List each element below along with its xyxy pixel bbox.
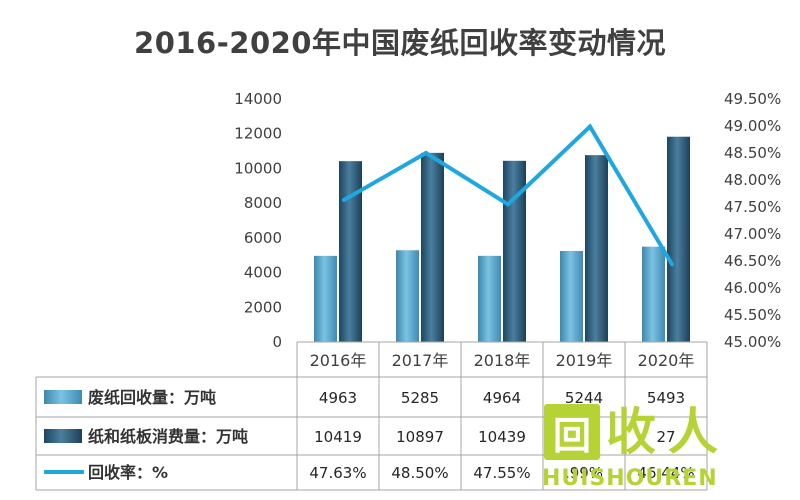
- line-point: [424, 151, 428, 155]
- y-left-tick-label: 2000: [244, 298, 282, 316]
- line-point: [342, 197, 346, 202]
- y-right-tick-label: 48.50%: [724, 144, 781, 162]
- watermark-char: 收: [606, 403, 656, 461]
- legend-key: [44, 390, 82, 404]
- table-cell: 47.55%: [473, 464, 530, 482]
- x-tick-label: 2017年: [392, 351, 449, 370]
- table-cell: 10897: [396, 428, 444, 446]
- bar: [667, 136, 690, 342]
- table-cell: 5285: [401, 389, 439, 407]
- line-point: [588, 124, 592, 129]
- chart-title: 2016-2020年中国废纸回收率变动情况: [134, 26, 666, 60]
- y-right-tick-label: 46.50%: [724, 252, 781, 270]
- watermark-box: 回: [544, 404, 600, 460]
- y-left-tick-label: 0: [272, 333, 282, 351]
- y-right-tick-label: 45.50%: [724, 306, 781, 324]
- y-left-tick-label: 4000: [244, 264, 282, 282]
- watermark-char: 人: [668, 403, 718, 461]
- y-right-tick-label: 46.00%: [724, 279, 781, 297]
- y-left-tick-label: 12000: [234, 125, 282, 143]
- y-left-tick-label: 8000: [244, 194, 282, 212]
- bar: [339, 161, 362, 342]
- table-cell: 10419: [314, 428, 362, 446]
- table-cell: 47.63%: [309, 464, 366, 482]
- watermark-sub: HUISHOUREN: [542, 466, 718, 491]
- y-right-tick-label: 49.00%: [724, 117, 781, 135]
- watermark-logo: 回 收 人 HUISHOUREN: [540, 398, 740, 498]
- table-cell: 27: [656, 428, 675, 446]
- x-tick-label: 2020年: [638, 351, 695, 370]
- y-right-tick-label: 45.00%: [724, 333, 781, 351]
- table-cell: .99%: [565, 464, 603, 482]
- bar: [585, 155, 608, 342]
- table-row-label: 回收率：%: [88, 463, 168, 482]
- y-right-tick-label: 47.00%: [724, 225, 781, 243]
- bar: [642, 246, 665, 342]
- table-cell: 48.50%: [391, 464, 448, 482]
- x-tick-label: 2018年: [474, 351, 531, 370]
- table-cell: 10439: [478, 428, 526, 446]
- x-tick-label: 2019年: [556, 351, 613, 370]
- y-left-tick-label: 6000: [244, 229, 282, 247]
- table-cell: 4964: [483, 389, 521, 407]
- bar: [478, 255, 501, 342]
- y-right-tick-label: 48.00%: [724, 171, 781, 189]
- y-right-tick-label: 49.50%: [724, 90, 781, 108]
- table-cell: 5244: [565, 389, 603, 407]
- y-right-tick-label: 47.50%: [724, 198, 781, 216]
- y-left-tick-label: 14000: [234, 90, 282, 108]
- x-tick-label: 2016年: [310, 351, 367, 370]
- line-point: [670, 262, 674, 267]
- legend-key: [44, 429, 82, 443]
- bar: [560, 250, 583, 342]
- line-point: [506, 202, 510, 207]
- table-row-label: 废纸回收量：万吨: [88, 388, 216, 407]
- table-row-label: 纸和纸板消费量：万吨: [88, 427, 248, 446]
- table-cell: 5493: [647, 389, 685, 407]
- bar: [314, 255, 337, 342]
- bar: [396, 250, 419, 342]
- table-cell: 4963: [319, 389, 357, 407]
- bar: [421, 152, 444, 342]
- table-cell: 46.44%: [637, 464, 694, 482]
- y-left-tick-label: 10000: [234, 159, 282, 177]
